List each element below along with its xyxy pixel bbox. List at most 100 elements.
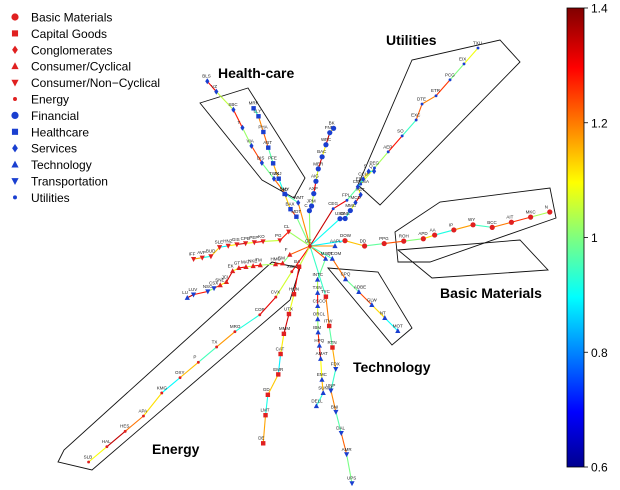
- node-ed: [359, 182, 363, 186]
- edge-hd: [285, 194, 299, 204]
- node-label-pep: PEP: [249, 235, 258, 240]
- node-fdx: [333, 366, 339, 372]
- node-nke: [250, 263, 256, 269]
- node-nt: [382, 315, 388, 320]
- node-label-csco: CSCO: [313, 298, 327, 303]
- edge-dd: [344, 240, 365, 247]
- node-qcom: [329, 255, 335, 261]
- cluster-hull-basic-materials: [394, 187, 557, 263]
- node-label-bni: BNI: [331, 404, 339, 409]
- edge-exc: [401, 119, 417, 137]
- node-lly: [256, 114, 261, 119]
- node-label-utx: UTX: [284, 306, 293, 311]
- node-label-txu: TXU: [473, 40, 482, 45]
- node-jci: [223, 279, 230, 285]
- node-aep: [386, 150, 390, 154]
- edge-gd: [267, 374, 279, 396]
- node-gis: [234, 242, 240, 248]
- node-wmt: [296, 199, 301, 206]
- node-iff: [191, 257, 197, 262]
- edge-txu: [463, 47, 479, 65]
- node-label-ip: IP: [449, 222, 453, 227]
- node-pfe: [270, 161, 276, 166]
- node-tgt: [358, 191, 363, 198]
- node-adbe: [356, 289, 362, 294]
- edge-utx: [288, 294, 295, 315]
- edge-nt: [371, 304, 386, 319]
- edge-lly: [257, 116, 264, 133]
- edge-pha: [262, 131, 269, 148]
- node-label-nke: NKE: [248, 258, 257, 263]
- node-sne: [217, 282, 223, 288]
- node-label-apa: APA: [138, 408, 147, 413]
- node-hal: [105, 445, 109, 449]
- node-label-orcl: ORCL: [313, 312, 326, 317]
- node-label-tgt: TGT: [356, 187, 365, 192]
- node-label-dte: DTE: [417, 96, 426, 101]
- node-label-ppg: PPG: [379, 236, 389, 241]
- cluster-label-technology: Technology: [353, 359, 431, 375]
- node-label-mmm: MMM: [279, 326, 290, 331]
- node-label-txn: TXN: [313, 285, 322, 290]
- node-fnm: [327, 130, 333, 136]
- edge-mdt: [295, 216, 311, 247]
- edge-kmg: [161, 377, 181, 394]
- node-label-mkc: MKC: [526, 210, 537, 215]
- node-xom: [290, 270, 294, 274]
- node-msft: [323, 255, 329, 261]
- node-pep: [251, 240, 257, 246]
- node-c: [306, 208, 312, 214]
- node-abt: [266, 145, 271, 150]
- node-label-fpl: FPL: [342, 193, 351, 198]
- node-label-oxy: OXY: [175, 370, 185, 375]
- edge-cpq: [331, 258, 347, 280]
- node-label-hnz: HNZ: [223, 238, 232, 243]
- edge-bcc: [472, 224, 493, 228]
- node-csco: [315, 303, 321, 309]
- node-bls: [205, 78, 210, 85]
- node-cmcsa: [355, 183, 360, 190]
- node-label-fnm: FNM: [325, 125, 335, 130]
- node-txu: [476, 46, 480, 50]
- node-label-emc: EMC: [317, 372, 328, 377]
- node-label-qcom: QCOM: [327, 251, 341, 256]
- node-label-jnj: JNJ: [274, 171, 282, 176]
- edge-bls: [206, 80, 217, 93]
- legend-marker-capital-goods: [11, 30, 19, 37]
- edge-layer: [88, 47, 550, 484]
- edge-ceg: [309, 208, 334, 247]
- node-label-jci: JCI: [221, 274, 228, 279]
- node-label-intc: INTC: [313, 272, 324, 277]
- legend-label-services: Services: [31, 142, 77, 156]
- node-label-pfe: PFE: [268, 156, 277, 161]
- cluster-label-health-care: Health-care: [218, 65, 294, 81]
- node-label-bud: BUD: [206, 249, 216, 254]
- node-emc: [319, 376, 325, 382]
- legend: Basic Materials Capital Goods Conglomerate…: [11, 11, 160, 205]
- node-label-s: S: [364, 164, 367, 169]
- node-label-dis: DIS: [257, 155, 265, 160]
- node-label-mro: MRO: [230, 324, 241, 329]
- node-rtn: [330, 345, 335, 350]
- node-jpm: [308, 203, 315, 209]
- node-ceg: [331, 207, 335, 211]
- legend-marker-transportation: [11, 178, 19, 185]
- node-bcc: [489, 224, 495, 230]
- node-label-sunw: SUNW: [318, 385, 333, 390]
- node-label-c: C: [304, 203, 308, 208]
- edge-c: [308, 210, 311, 247]
- node-label-wy: WY: [468, 217, 475, 222]
- edge-apd: [403, 238, 424, 242]
- node-label-msft: MSFT: [321, 251, 333, 256]
- edge-hal: [106, 430, 126, 448]
- node-label-usb: USB: [335, 211, 344, 216]
- legend-marker-financial: [11, 111, 19, 119]
- node-ba: [296, 264, 302, 269]
- node-wfc: [323, 142, 329, 148]
- node-label-f: F: [285, 247, 288, 252]
- node-dis: [259, 159, 264, 166]
- node-axp: [311, 191, 317, 197]
- node-label-rtn: RTN: [327, 340, 336, 345]
- edge-ba: [298, 245, 311, 267]
- node-label-bmy: BMY: [280, 186, 290, 191]
